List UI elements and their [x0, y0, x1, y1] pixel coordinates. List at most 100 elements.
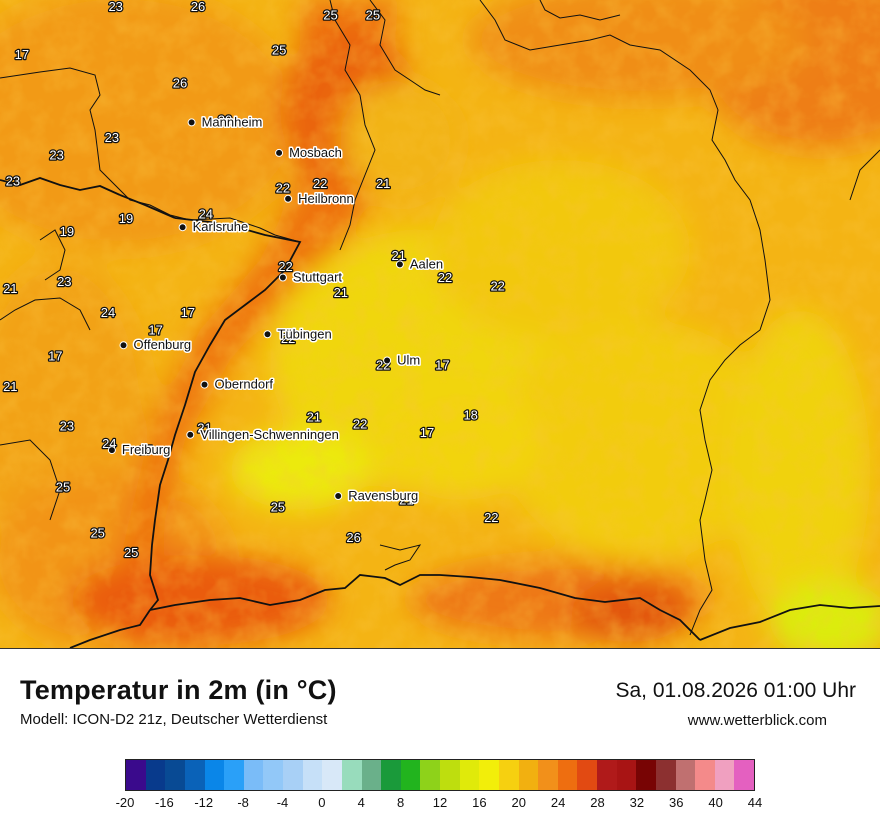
legend-tick-label: -12: [194, 795, 214, 810]
temperature-value: 23: [108, 0, 122, 14]
temperature-values: 23 26 25 25 17 25 26 23 23 23 22 22 21 24 19 19 21 22 22 22…: [2, 0, 506, 561]
city-label: Tübingen: [278, 326, 332, 341]
legend-swatch: [518, 760, 539, 790]
temperature-value: 21: [391, 248, 405, 263]
legend-swatch: [655, 760, 676, 790]
field-texture: [0, 0, 880, 648]
legend-swatch: [224, 760, 244, 790]
city-markers: Mannheim Mosbach Heilbronn Karlsruhe Stuttga…: [107, 113, 445, 505]
city-label: Offenburg: [134, 337, 192, 352]
legend-swatch: [322, 760, 342, 790]
temperature-value: 22: [276, 180, 290, 195]
legend-tick-label: 8: [397, 795, 405, 810]
city-label: Karlsruhe: [193, 219, 249, 234]
city-label: Mosbach: [289, 145, 342, 160]
city-label: Mannheim: [202, 114, 263, 129]
city-dot: [275, 148, 284, 157]
legend-swatch: [597, 760, 617, 790]
legend-swatch: [420, 760, 440, 790]
city-label: Ulm: [397, 353, 420, 368]
temperature-value: 18: [463, 408, 477, 423]
legend-swatch: [341, 760, 362, 790]
model-info: Modell: ICON-D2 21z, Deutscher Wetterdie…: [20, 711, 328, 728]
temperature-value: 25: [56, 480, 70, 495]
temperature-value: 21: [376, 176, 390, 191]
legend-tick-label: -8: [237, 795, 249, 810]
legend-swatch: [283, 760, 303, 790]
legend-swatch: [498, 760, 519, 790]
website-link[interactable]: www.wetterblick.com: [687, 712, 827, 729]
city-label: Stuttgart: [293, 270, 343, 285]
city-dot: [178, 223, 187, 232]
temperature-value: 24: [101, 305, 115, 320]
legend-tick-label: 12: [432, 795, 448, 810]
temperature-value: 21: [307, 410, 321, 425]
map-title: Temperatur in 2m (in °C): [20, 675, 337, 705]
temperature-value: 23: [57, 274, 71, 289]
temperature-value: 22: [490, 279, 504, 294]
legend-swatch: [263, 760, 283, 790]
temperature-value: 19: [60, 224, 74, 239]
city-dot: [334, 492, 343, 500]
legend-tick-label: 0: [318, 795, 326, 810]
temperature-value: 25: [366, 8, 380, 23]
color-legend: -20 -16 -12 -8 -4 0 4 8 12 16 20 24 28 32 36 40 44: [116, 759, 763, 811]
legend-tick-label: 20: [511, 795, 526, 810]
temperature-value: 17: [48, 349, 62, 364]
city-label: Heilbronn: [298, 191, 354, 206]
legend-tick-label: 4: [357, 795, 365, 810]
temperature-value: 20: [218, 113, 232, 128]
temperature-value: 25: [272, 43, 286, 58]
legend-tick-label: -16: [154, 795, 174, 810]
temperature-value: 26: [173, 75, 187, 90]
temperature-value: 17: [420, 425, 434, 440]
temperature-value: 22: [353, 416, 367, 431]
temperature-value: 19: [119, 211, 133, 226]
legend-swatch: [557, 760, 578, 790]
legend-swatch: [577, 760, 597, 790]
legend-swatch: [479, 760, 499, 790]
legend-tick-label: 36: [669, 795, 684, 810]
city-label: Aalen: [410, 256, 443, 271]
city-dot: [200, 380, 209, 389]
temperature-value: 23: [105, 130, 119, 145]
city-dot: [107, 446, 116, 455]
legend-tick-label: -4: [276, 795, 289, 810]
forecast-datetime: Sa, 01.08.2026 01:00 Uhr: [615, 679, 856, 702]
temperature-value: 23: [6, 174, 20, 189]
temperature-value: 26: [191, 0, 205, 14]
legend-swatch: [714, 760, 735, 790]
legend-tick-label: 16: [472, 795, 487, 810]
temperature-value: 17: [181, 305, 195, 320]
city-dot: [263, 330, 272, 339]
temperature-value: 25: [90, 526, 104, 541]
city-dot: [186, 430, 195, 439]
legend-tick-label: 44: [747, 795, 763, 810]
temperature-value: 22: [278, 259, 292, 274]
legend-swatch: [361, 760, 382, 790]
city-dot: [383, 356, 392, 365]
legend-swatch: [145, 760, 166, 790]
legend-swatch: [204, 760, 225, 790]
temperature-value: 17: [148, 322, 162, 337]
legend-swatch: [695, 760, 715, 790]
temperature-value: 26: [346, 530, 360, 545]
temperature-value: 23: [60, 418, 74, 433]
legend-swatch: [184, 760, 205, 790]
legend-tick-label: 28: [590, 795, 605, 810]
legend-swatch: [675, 760, 696, 790]
legend-tick-label: 40: [708, 795, 723, 810]
temperature-value: 21: [399, 493, 413, 508]
city-dot: [395, 260, 404, 269]
legend-ticks: -20 -16 -12 -8 -4 0 4 8 12 16 20 24 28 32 36 40 44: [116, 791, 763, 811]
legend-swatch: [616, 760, 637, 790]
map-canvas: 23 26 25 25 17 25 26 23 23 23 22 22 21 24 19 19 21 22 22 22…: [0, 0, 880, 648]
temperature-value: 21: [3, 379, 17, 394]
legend-swatch: [440, 760, 460, 790]
city-label: Oberndorf: [215, 377, 274, 392]
legend-color-bar: [125, 759, 755, 791]
temperature-value: 17: [15, 47, 29, 62]
city-dot: [278, 273, 287, 282]
temperature-value: 21: [197, 421, 211, 436]
legend-swatch: [165, 760, 185, 790]
